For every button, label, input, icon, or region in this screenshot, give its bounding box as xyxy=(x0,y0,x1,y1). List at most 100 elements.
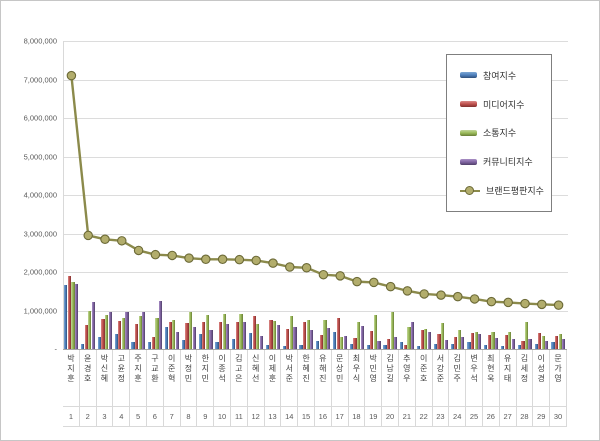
bar-media-index xyxy=(252,316,256,349)
rank-number: 16 xyxy=(315,407,332,426)
bar-communication-index xyxy=(306,320,310,349)
bar-groups xyxy=(63,41,567,349)
bar-media-index xyxy=(67,276,71,349)
bar-group xyxy=(197,41,214,349)
rank-number: 21 xyxy=(399,407,416,426)
bar-participation-index xyxy=(249,332,253,349)
bar-communication-index xyxy=(407,327,411,349)
bar-group xyxy=(533,41,550,349)
bar-media-index xyxy=(84,325,88,349)
bar-communication-index xyxy=(88,310,92,349)
bar-communication-index xyxy=(541,335,545,349)
marker-brand-reputation-index xyxy=(184,253,194,263)
bar-group xyxy=(164,41,181,349)
marker-brand-reputation-index xyxy=(385,281,396,292)
bar-community-index xyxy=(142,312,146,349)
rank-number: 25 xyxy=(466,407,483,426)
bar-media-index xyxy=(135,323,139,349)
bar-media-index xyxy=(504,335,508,349)
bar-participation-index xyxy=(232,339,236,349)
gridline xyxy=(64,156,568,158)
bar-community-index xyxy=(125,311,129,349)
y-axis-tick-label: 5,000,000 xyxy=(23,152,57,161)
legend-label: 미디어지수 xyxy=(483,99,525,110)
marker-brand-reputation-index xyxy=(553,300,564,310)
marker-brand-reputation-index xyxy=(436,290,446,300)
bar-communication-index xyxy=(356,322,361,349)
bar-group xyxy=(433,41,450,349)
marker-brand-reputation-index xyxy=(301,263,312,273)
marker-brand-reputation-index xyxy=(335,271,345,281)
bar-participation-index xyxy=(131,342,135,349)
bar-participation-index xyxy=(97,337,102,349)
marker-brand-reputation-index xyxy=(234,254,245,265)
y-axis-tick-label: 2,000,000 xyxy=(23,267,57,277)
marker-brand-reputation-index xyxy=(503,297,513,308)
marker-brand-reputation-index xyxy=(285,262,295,272)
legend-label: 브랜드평판지수 xyxy=(486,186,544,197)
rank-number: 4 xyxy=(113,407,131,426)
bar-participation-index xyxy=(349,343,353,349)
bar-group xyxy=(483,41,500,349)
bar-community-index xyxy=(461,336,465,349)
bar-community-index xyxy=(562,339,566,349)
marker-brand-reputation-index xyxy=(352,276,362,287)
rank-number: 12 xyxy=(248,407,265,426)
rank-number: 22 xyxy=(416,407,433,426)
bar-participation-index xyxy=(114,333,118,349)
bar-community-index xyxy=(427,331,431,349)
rank-number: 19 xyxy=(365,407,383,426)
bar-media-index xyxy=(302,322,307,349)
bar-group xyxy=(298,41,315,349)
bar-group xyxy=(63,41,80,349)
rank-number: 13 xyxy=(265,407,282,426)
bar-community-index xyxy=(91,301,95,349)
legend-item: 미디어지수 xyxy=(460,98,551,111)
bar-community-index xyxy=(360,325,364,349)
bar-communication-index xyxy=(172,320,176,349)
bar-group xyxy=(265,41,282,349)
bar-communication-index xyxy=(440,322,445,349)
bar-group xyxy=(550,41,567,349)
rank-number: 18 xyxy=(349,407,366,426)
bar-group xyxy=(365,41,382,349)
bar-community-index xyxy=(226,323,230,349)
bar-communication-index xyxy=(457,329,461,349)
bar-communication-index xyxy=(474,331,478,349)
legend-swatch-community-index xyxy=(460,158,477,165)
bar-communication-index xyxy=(289,315,293,349)
bar-participation-index xyxy=(534,344,538,349)
bar-participation-index xyxy=(467,342,471,349)
legend-swatch-brand-reputation-index xyxy=(460,186,480,196)
bar-participation-index xyxy=(299,345,303,349)
bar-group xyxy=(80,41,97,349)
bar-communication-index xyxy=(558,333,562,349)
bar-community-index xyxy=(528,339,532,349)
rank-number: 1 xyxy=(63,407,80,426)
marker-brand-reputation-index xyxy=(167,250,177,261)
marker-brand-reputation-index xyxy=(318,269,329,280)
bar-media-index xyxy=(538,332,542,349)
y-axis-tick-label: 1,000,000 xyxy=(23,306,57,315)
legend-item: 소통지수 xyxy=(460,126,551,139)
gridline xyxy=(64,118,568,119)
bar-media-index xyxy=(370,331,374,349)
marker-brand-reputation-index xyxy=(150,249,161,260)
bar-communication-index xyxy=(340,337,344,349)
marker-brand-reputation-index xyxy=(453,291,463,302)
gridline xyxy=(64,310,568,312)
gridline xyxy=(64,79,568,81)
bar-community-index xyxy=(108,311,112,349)
